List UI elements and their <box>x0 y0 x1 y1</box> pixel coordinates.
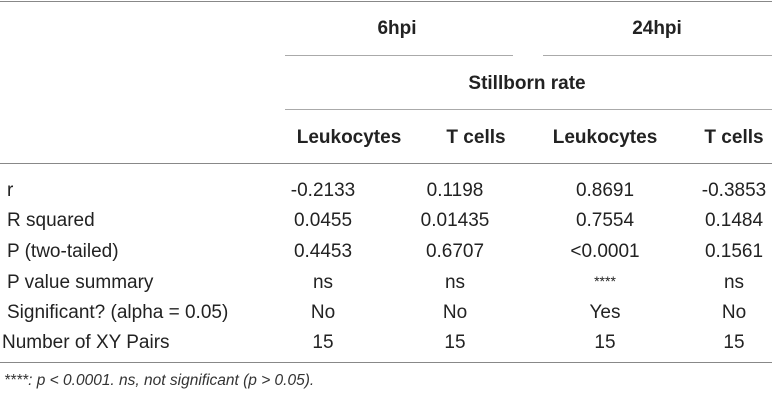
table-cell: 15 <box>723 332 745 353</box>
row-label: Significant? (alpha = 0.05) <box>7 302 229 323</box>
table-cell: -0.2133 <box>290 180 356 201</box>
table-footnote: ****: p < 0.0001. ns, not significant (p… <box>4 372 315 389</box>
row-label: r <box>7 180 14 201</box>
table-cell: <0.0001 <box>570 241 640 262</box>
top-rule <box>0 1 772 2</box>
table-cell: 0.1198 <box>426 180 484 201</box>
group-rule-6hpi <box>285 55 513 56</box>
table-cell: No <box>442 302 468 323</box>
row-label: R squared <box>7 210 95 231</box>
table-cell: ns <box>444 272 466 293</box>
table-cell: ns <box>723 272 745 293</box>
table-cell: 0.1484 <box>704 210 764 231</box>
column-header: T cells <box>446 127 506 148</box>
table-cell: ns <box>312 272 334 293</box>
table-cell: 15 <box>444 332 466 353</box>
group-rule-24hpi <box>543 55 772 56</box>
bottom-rule <box>0 362 772 363</box>
table-cell: 0.6707 <box>425 241 485 262</box>
table-cell: -0.3853 <box>701 180 767 201</box>
subheader-rule <box>285 109 772 110</box>
table-cell: 0.1561 <box>704 241 764 262</box>
column-header: T cells <box>704 127 764 148</box>
row-label: Number of XY Pairs <box>2 332 170 353</box>
table-cell: 0.0455 <box>293 210 353 231</box>
group-header-6hpi: 6hpi <box>377 18 417 39</box>
column-header: Leukocytes <box>552 127 658 148</box>
table-cell: 15 <box>594 332 616 353</box>
row-label: P value summary <box>7 272 154 293</box>
table-cell: 0.01435 <box>420 210 490 231</box>
table-cell: Yes <box>589 302 621 323</box>
table-cell: 0.4453 <box>293 241 353 262</box>
table-cell: 0.7554 <box>575 210 635 231</box>
table-cell: 0.8691 <box>575 180 635 201</box>
subheader-stillborn-rate: Stillborn rate <box>468 73 586 94</box>
row-label: P (two-tailed) <box>7 241 119 262</box>
group-header-24hpi: 24hpi <box>632 18 682 39</box>
header-rule <box>0 163 772 164</box>
table-cell: No <box>721 302 747 323</box>
column-header: Leukocytes <box>296 127 402 148</box>
table-cell: No <box>310 302 336 323</box>
table-cell: **** <box>594 273 616 289</box>
table-cell: 15 <box>312 332 334 353</box>
